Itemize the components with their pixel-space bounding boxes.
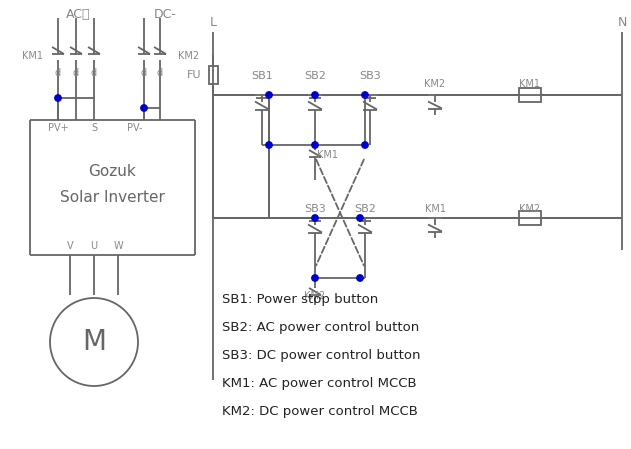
Text: KM2: KM2 [519, 204, 541, 214]
Text: d: d [55, 68, 61, 78]
Text: SB2: AC power control button: SB2: AC power control button [222, 321, 419, 335]
Text: d: d [91, 68, 97, 78]
Text: KM2: KM2 [178, 51, 199, 61]
Text: SB2: SB2 [304, 71, 326, 81]
Text: PV-: PV- [127, 123, 143, 133]
Circle shape [357, 215, 363, 221]
Text: U: U [90, 241, 98, 251]
Circle shape [312, 92, 318, 98]
Text: AC～: AC～ [66, 8, 90, 21]
Text: N: N [617, 16, 627, 28]
Text: KM1: KM1 [22, 51, 43, 61]
Text: SB3: SB3 [304, 204, 326, 214]
Circle shape [266, 92, 272, 98]
Text: V: V [67, 241, 73, 251]
Text: SB2: SB2 [354, 204, 376, 214]
Circle shape [362, 142, 369, 148]
Text: KM2: DC power control MCCB: KM2: DC power control MCCB [222, 405, 418, 418]
Circle shape [362, 92, 369, 98]
Text: KM2: KM2 [304, 291, 326, 301]
Circle shape [141, 105, 147, 111]
Text: PV+: PV+ [48, 123, 68, 133]
Text: KM2: KM2 [425, 79, 445, 89]
Circle shape [312, 275, 318, 281]
Circle shape [312, 215, 318, 221]
Text: SB1: SB1 [251, 71, 273, 81]
Bar [208, 66, 218, 84]
Text: KM1: KM1 [317, 150, 338, 160]
Text: Solar Inverter: Solar Inverter [59, 190, 165, 206]
Text: SB3: DC power control button: SB3: DC power control button [222, 349, 420, 362]
Text: KM1: AC power control MCCB: KM1: AC power control MCCB [222, 378, 416, 391]
Text: FU: FU [187, 70, 201, 80]
Text: W: W [113, 241, 123, 251]
Text: d: d [73, 68, 79, 78]
Bar [519, 88, 541, 102]
Text: S: S [91, 123, 97, 133]
Circle shape [266, 142, 272, 148]
Text: KM1: KM1 [519, 79, 541, 89]
Text: d: d [157, 68, 163, 78]
Text: DC-: DC- [153, 8, 177, 21]
Text: SB1: Power stop button: SB1: Power stop button [222, 294, 378, 307]
Circle shape [312, 142, 318, 148]
Circle shape [55, 95, 61, 101]
Text: M: M [82, 328, 106, 356]
Text: Gozuk: Gozuk [88, 164, 136, 180]
Text: KM1: KM1 [425, 204, 445, 214]
Text: d: d [141, 68, 147, 78]
Circle shape [357, 275, 363, 281]
Text: SB3: SB3 [359, 71, 381, 81]
Text: L: L [209, 16, 216, 28]
Bar [519, 211, 541, 225]
